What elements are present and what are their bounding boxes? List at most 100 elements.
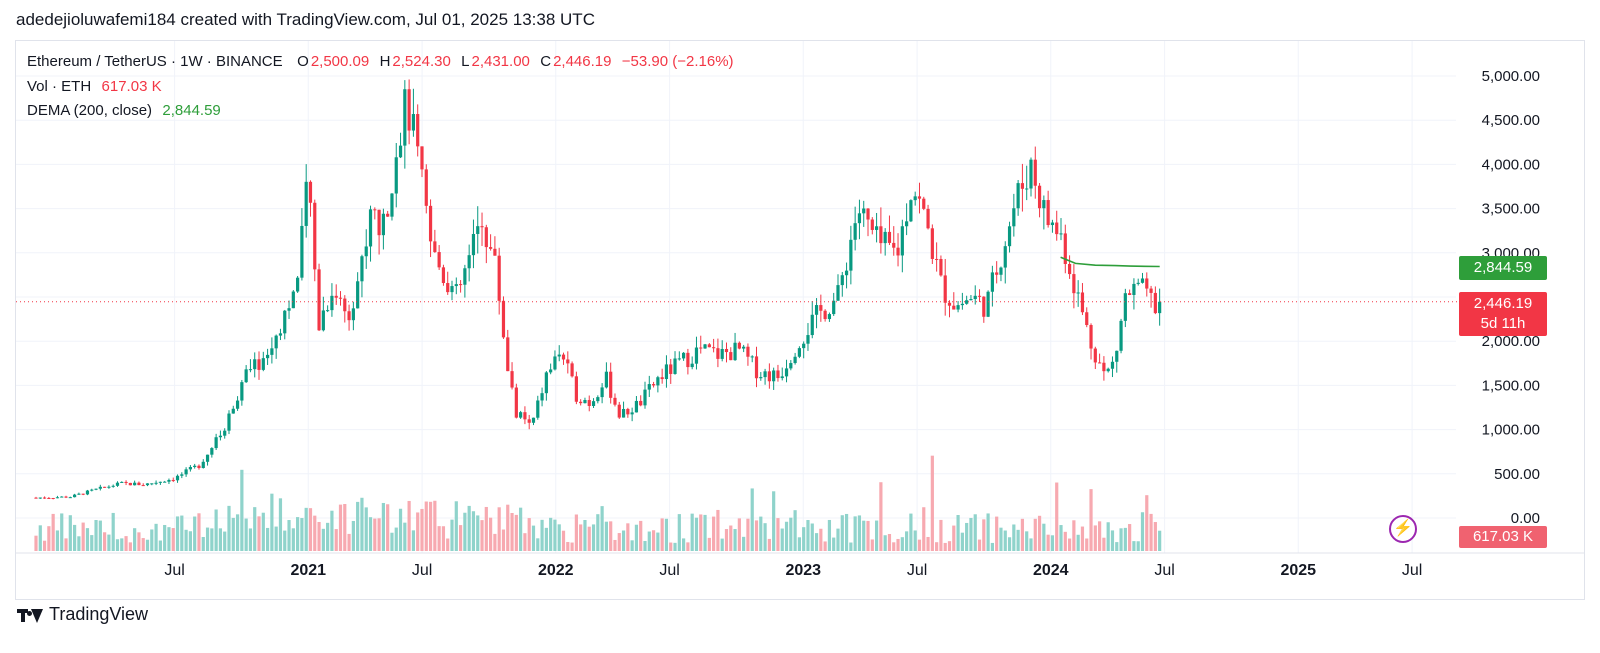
volume-label[interactable]: Vol · ETH	[27, 78, 92, 95]
lightning-bolt-icon[interactable]: ⚡	[1389, 515, 1417, 543]
candle-body	[574, 376, 578, 402]
candle-body	[398, 145, 403, 158]
volume-bar	[819, 528, 823, 551]
candle-body	[892, 242, 896, 248]
candle-body	[338, 297, 343, 299]
volume-bar	[81, 522, 85, 551]
candle-body	[34, 497, 38, 499]
candle-body	[699, 347, 703, 349]
volume-bar	[300, 518, 304, 551]
candle-body	[416, 114, 420, 147]
volume-bar	[707, 537, 711, 551]
volume-bar	[523, 533, 527, 551]
candle-body	[248, 369, 253, 371]
candle-body	[523, 412, 527, 420]
volume-bar	[669, 542, 673, 551]
volume-bar	[879, 482, 883, 551]
volume-bar	[784, 521, 789, 551]
volume-bar	[591, 524, 596, 551]
high-label: H	[379, 53, 391, 70]
volume-bar	[1003, 530, 1007, 551]
volume-bar	[965, 522, 969, 551]
candle-body	[553, 356, 557, 370]
candle-body	[789, 363, 793, 369]
candle-body	[120, 481, 124, 483]
volume-bar	[205, 527, 210, 551]
candle-body	[506, 337, 510, 372]
volume-bar	[630, 540, 634, 551]
y-axis-tick: 500.00	[1494, 466, 1540, 483]
volume-bar	[137, 532, 141, 551]
volume-bar	[1007, 537, 1012, 551]
tradingview-logo-icon[interactable]	[17, 607, 43, 623]
volume-bar	[977, 539, 982, 551]
volume-bar	[789, 517, 793, 551]
candle-body	[493, 248, 497, 256]
candle-body	[175, 475, 180, 481]
candle-body	[977, 295, 982, 297]
volume-bar	[621, 530, 626, 551]
volume-bar	[1136, 541, 1140, 551]
candle-body	[965, 300, 969, 304]
candle-body	[802, 343, 806, 349]
volume-bar	[394, 527, 398, 551]
volume-bar	[42, 540, 47, 551]
candle-body	[930, 228, 934, 259]
candle-body	[712, 347, 716, 349]
volume-bar	[969, 517, 973, 551]
candle-body	[1110, 361, 1115, 369]
volume-bar	[193, 516, 197, 551]
dema-label[interactable]: DEMA (200, close)	[27, 102, 153, 119]
legend-dema-row: DEMA (200, close) 2,844.59	[27, 101, 223, 121]
price-chart[interactable]: 5,000.004,500.004,000.003,500.003,000.00…	[16, 41, 1584, 599]
volume-bar	[1128, 524, 1132, 551]
candle-body	[98, 486, 102, 489]
candle-body	[982, 296, 986, 317]
candle-body	[188, 467, 192, 470]
volume-bar	[390, 532, 394, 551]
candle-body	[476, 226, 480, 234]
candle-body	[90, 489, 94, 491]
volume-bar	[115, 539, 120, 551]
volume-bar	[120, 538, 124, 551]
volume-bar	[519, 507, 523, 551]
volume-bar	[489, 517, 493, 551]
y-axis-tick: 2,000.00	[1482, 333, 1540, 350]
volume-bar	[600, 506, 604, 551]
volume-bar	[343, 504, 347, 551]
candle-body	[240, 382, 244, 401]
candle-body	[643, 389, 647, 406]
candle-body	[827, 314, 832, 320]
volume-bar	[467, 505, 471, 551]
volume-bar	[690, 513, 694, 551]
volume-bar	[767, 538, 771, 551]
candle-body	[836, 285, 840, 301]
volume-bar	[184, 529, 188, 551]
volume-bar	[634, 524, 639, 551]
volume-bar	[197, 513, 201, 551]
volume-bar	[1140, 512, 1145, 551]
volume-bar	[939, 519, 943, 551]
candle-body	[201, 461, 205, 469]
candle-body	[900, 226, 904, 256]
volume-bar	[926, 536, 930, 551]
candle-body	[171, 479, 175, 481]
candle-body	[784, 368, 789, 377]
volume-bar	[935, 542, 939, 551]
volume-bar	[471, 511, 476, 551]
symbol-label[interactable]: Ethereum / TetherUS · 1W · BINANCE	[27, 53, 283, 70]
candle-body	[1093, 348, 1097, 363]
volume-bar	[579, 524, 583, 551]
close-value: 2,446.19	[553, 53, 612, 70]
volume-bar	[960, 532, 964, 551]
volume-bar	[557, 524, 561, 551]
candle-body	[544, 372, 548, 394]
volume-value: 617.03 K	[101, 78, 162, 95]
candle-body	[218, 435, 223, 438]
candle-body	[540, 393, 544, 401]
candle-body	[261, 358, 265, 370]
candle-body	[193, 465, 197, 468]
candle-body	[137, 482, 141, 486]
candle-body	[1055, 222, 1059, 235]
volume-bar	[909, 513, 913, 551]
